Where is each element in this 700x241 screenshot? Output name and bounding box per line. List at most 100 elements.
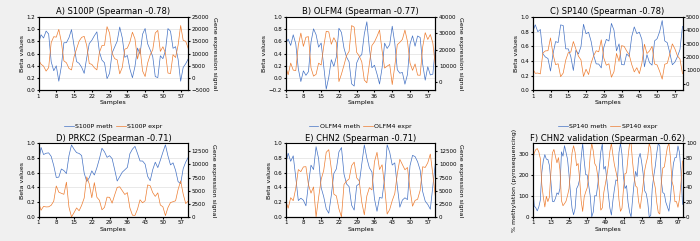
SP140 meth xyxy=(625,55,634,58)
SP140 expr xyxy=(528,67,537,70)
CHN2 meth xyxy=(378,197,386,200)
CHN2 meth xyxy=(607,142,615,145)
SP140 meth xyxy=(678,25,687,28)
CHN2 expr xyxy=(621,187,629,190)
Line: CHN2 meth: CHN2 meth xyxy=(286,145,435,213)
PRKC2 meth xyxy=(176,182,185,185)
OLFM4 expr xyxy=(378,49,386,52)
Line: CHN2 expr: CHN2 expr xyxy=(286,150,435,217)
CHN2 meth xyxy=(332,167,341,170)
X-axis label: Samples: Samples xyxy=(100,227,127,232)
PRKC2 meth xyxy=(85,176,94,179)
Y-axis label: Gene expression signal: Gene expression signal xyxy=(212,17,217,90)
OLFM4 expr xyxy=(388,83,396,86)
CHN2 expr xyxy=(578,142,587,145)
CHN2 meth xyxy=(335,150,343,153)
SP140 expr xyxy=(625,53,634,56)
OLFM4 meth xyxy=(363,20,371,23)
CHN2 meth xyxy=(669,185,678,188)
CHN2 meth xyxy=(557,199,566,202)
Title: A) S100P (Spearman -0.78): A) S100P (Spearman -0.78) xyxy=(56,7,170,16)
PRKC2 meth xyxy=(128,148,136,151)
S100P meth xyxy=(75,62,83,65)
CHN2 meth xyxy=(431,161,440,164)
CHN2 meth xyxy=(528,159,537,162)
S100P expr xyxy=(34,58,43,61)
OLFM4 expr xyxy=(330,36,338,39)
SP140 expr xyxy=(678,72,687,75)
PRKC2 meth xyxy=(184,156,192,159)
CHN2 expr xyxy=(312,215,321,218)
CHN2 expr xyxy=(564,158,572,161)
S100P meth xyxy=(116,26,124,28)
SP140 meth xyxy=(556,23,565,26)
S100P expr xyxy=(85,62,94,65)
CHN2 meth xyxy=(587,142,596,145)
CHN2 expr xyxy=(669,162,678,165)
S100P expr xyxy=(72,47,80,50)
CHN2 meth xyxy=(319,195,328,198)
Line: SP140 expr: SP140 expr xyxy=(533,38,682,79)
CHN2 expr xyxy=(587,215,596,218)
X-axis label: Samples: Samples xyxy=(594,227,621,232)
Title: D) PRKC2 (Spearman -0.71): D) PRKC2 (Spearman -0.71) xyxy=(55,134,172,143)
OLFM4 expr xyxy=(332,41,341,44)
SP140 expr xyxy=(546,36,554,39)
Y-axis label: Gene expression signal: Gene expression signal xyxy=(458,143,463,217)
Y-axis label: Beta values: Beta values xyxy=(20,35,25,72)
OLFM4 expr xyxy=(319,45,328,48)
S100P meth xyxy=(80,72,88,75)
CHN2 meth xyxy=(327,194,335,197)
CHN2 meth xyxy=(674,206,682,209)
PRKC2 meth xyxy=(72,151,80,154)
Y-axis label: Beta values: Beta values xyxy=(514,35,519,72)
S100P expr xyxy=(60,60,68,62)
S100P expr xyxy=(83,44,91,47)
Line: SP140 meth: SP140 meth xyxy=(533,20,682,71)
Line: PRKC2 meth: PRKC2 meth xyxy=(38,145,188,184)
S100P expr xyxy=(184,47,192,50)
S100P meth xyxy=(55,80,63,83)
S100P meth xyxy=(88,39,96,42)
Legend: SP140 meth, SP140 expr: SP140 meth, SP140 expr xyxy=(556,121,659,132)
Y-axis label: Gene expression signal: Gene expression signal xyxy=(211,143,216,217)
PRKC2 expr xyxy=(133,208,141,211)
S100P expr xyxy=(128,31,136,34)
CHN2 expr xyxy=(335,208,343,210)
Line: S100P expr: S100P expr xyxy=(38,26,188,76)
CHN2 expr xyxy=(307,192,315,194)
Y-axis label: Beta values: Beta values xyxy=(20,162,25,199)
PRKC2 meth xyxy=(60,169,68,172)
CHN2 expr xyxy=(281,199,290,202)
Line: OLFM4 meth: OLFM4 meth xyxy=(286,22,435,89)
CHN2 expr xyxy=(678,203,687,206)
SP140 meth xyxy=(574,53,582,55)
OLFM4 expr xyxy=(347,24,356,27)
X-axis label: Samples: Samples xyxy=(347,227,374,232)
CHN2 expr xyxy=(609,199,617,202)
PRKC2 expr xyxy=(80,197,88,200)
SP140 meth xyxy=(546,70,554,73)
X-axis label: Samples: Samples xyxy=(594,100,621,105)
OLFM4 expr xyxy=(431,65,440,68)
SP140 meth xyxy=(528,30,537,33)
SP140 meth xyxy=(658,19,666,22)
Y-axis label: % methylation (pyrosequencing): % methylation (pyrosequencing) xyxy=(512,128,517,232)
SP140 expr xyxy=(658,78,666,80)
CHN2 meth xyxy=(656,213,664,215)
X-axis label: Samples: Samples xyxy=(100,100,127,105)
PRKC2 meth xyxy=(83,180,91,183)
Title: F) CHN2 validation (Spearman -0.62): F) CHN2 validation (Spearman -0.62) xyxy=(530,134,685,143)
Y-axis label: Beta values: Beta values xyxy=(267,162,272,199)
CHN2 meth xyxy=(307,164,315,167)
OLFM4 meth xyxy=(431,46,440,48)
Title: C) SP140 (Spearman -0.78): C) SP140 (Spearman -0.78) xyxy=(550,7,665,16)
Line: CHN2 expr: CHN2 expr xyxy=(533,143,682,217)
SP140 expr xyxy=(574,55,582,58)
SP140 expr xyxy=(569,40,577,43)
S100P meth xyxy=(184,57,192,60)
SP140 expr xyxy=(580,75,588,78)
PRKC2 expr xyxy=(88,196,96,199)
X-axis label: Samples: Samples xyxy=(347,100,374,105)
SP140 meth xyxy=(580,23,588,26)
